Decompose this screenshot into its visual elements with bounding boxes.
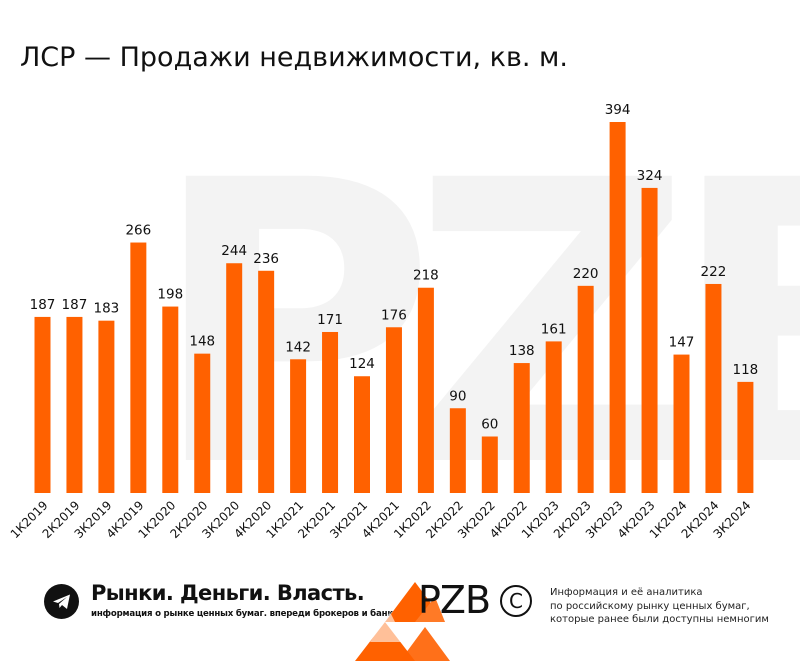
bar bbox=[737, 381, 754, 493]
data-label: 161 bbox=[541, 321, 567, 337]
data-label: 198 bbox=[157, 287, 183, 303]
data-label: 324 bbox=[637, 168, 663, 184]
data-label: 187 bbox=[30, 297, 56, 313]
bar bbox=[385, 327, 402, 493]
data-label: 176 bbox=[381, 307, 407, 323]
data-label: 148 bbox=[189, 334, 215, 350]
data-label: 183 bbox=[94, 301, 120, 317]
bar bbox=[66, 316, 83, 493]
data-label: 171 bbox=[317, 312, 343, 328]
data-label: 220 bbox=[573, 266, 599, 282]
bar bbox=[162, 306, 179, 493]
data-label: 118 bbox=[733, 362, 759, 378]
brand-subtitle: информация о рынке ценных бумаг. впереди… bbox=[91, 609, 407, 619]
brand-title: Рынки. Деньги. Власть. bbox=[91, 581, 365, 605]
bar bbox=[130, 242, 147, 493]
bar bbox=[354, 376, 370, 493]
data-label: 187 bbox=[62, 297, 88, 313]
info-line: которые ранее были доступны немногим bbox=[550, 614, 769, 625]
bar bbox=[417, 287, 434, 493]
bar bbox=[258, 270, 275, 493]
copyright-icon: C bbox=[500, 585, 532, 617]
bar bbox=[673, 354, 690, 493]
data-label: 236 bbox=[253, 251, 279, 267]
info-line: по российскому рынку ценных бумаг, bbox=[550, 600, 750, 612]
bar-chart: 1871К20191872К20191833К20192664К20191981… bbox=[8, 102, 759, 541]
bar bbox=[98, 320, 115, 493]
telegram-icon[interactable] bbox=[44, 584, 79, 619]
data-label: 218 bbox=[413, 268, 439, 284]
bar bbox=[545, 341, 562, 493]
bar bbox=[577, 285, 594, 493]
bar bbox=[194, 353, 211, 493]
bar bbox=[290, 359, 307, 493]
data-label: 142 bbox=[285, 339, 311, 355]
data-label: 138 bbox=[509, 343, 535, 359]
data-label: 222 bbox=[701, 264, 727, 280]
bar bbox=[609, 122, 626, 493]
chart-title: ЛСР — Продажи недвижимости, кв. м. bbox=[20, 42, 569, 73]
bar bbox=[449, 408, 466, 493]
bar bbox=[641, 187, 658, 493]
data-label: 266 bbox=[125, 223, 151, 239]
info-line: Информация и её аналитика bbox=[550, 587, 703, 598]
bar bbox=[705, 283, 722, 493]
data-label: 147 bbox=[669, 335, 695, 351]
decorative-pattern bbox=[355, 582, 450, 661]
data-label: 394 bbox=[605, 102, 631, 118]
info-text: Информация и её аналитика по российскому… bbox=[550, 586, 790, 627]
bar bbox=[322, 331, 339, 493]
bar bbox=[481, 436, 498, 493]
data-label: 60 bbox=[481, 417, 498, 433]
data-label: 124 bbox=[349, 356, 375, 372]
pzb-logo: PZB bbox=[418, 578, 491, 622]
data-label: 90 bbox=[449, 388, 466, 404]
bar bbox=[513, 363, 530, 493]
bar bbox=[34, 316, 51, 493]
data-label: 244 bbox=[221, 243, 247, 259]
bar bbox=[226, 263, 243, 493]
